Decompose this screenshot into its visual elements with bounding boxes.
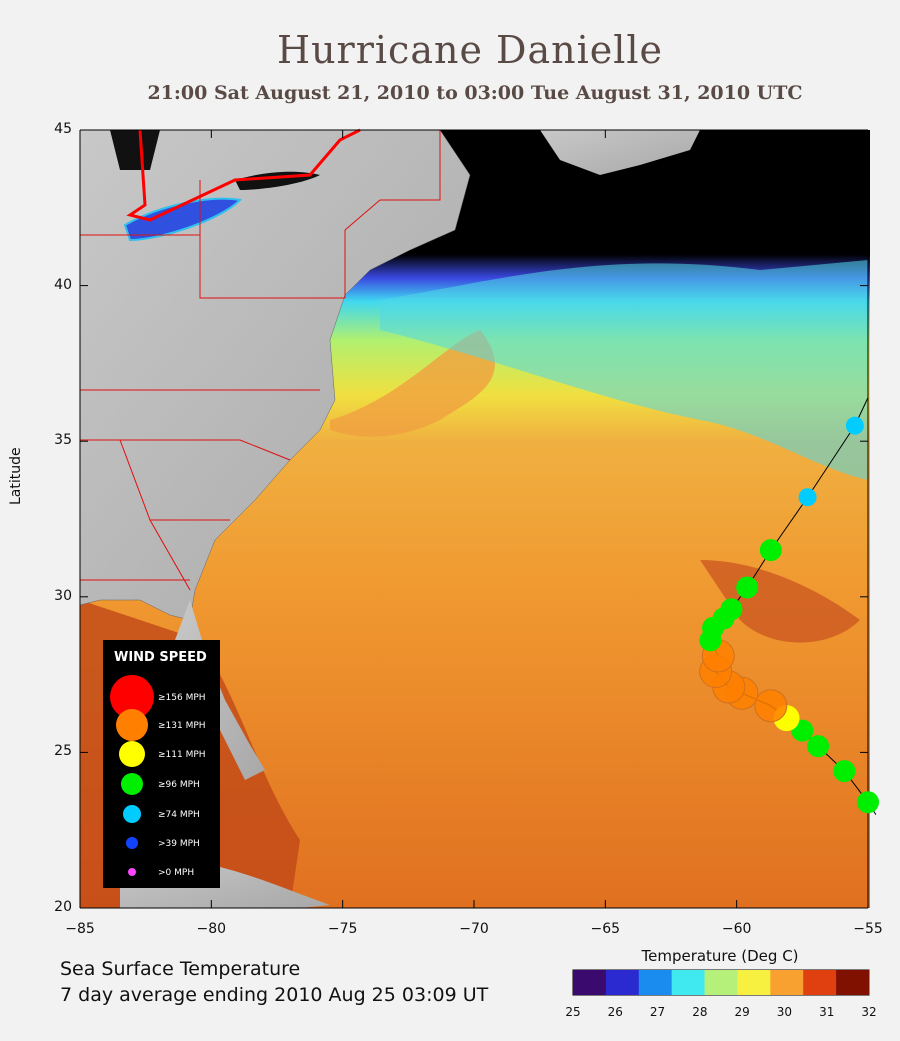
lon-tick-label: −80 bbox=[196, 921, 227, 937]
track-points bbox=[699, 416, 879, 814]
lat-tick-label: 35 bbox=[54, 432, 72, 449]
map-title: Hurricane Danielle bbox=[276, 28, 664, 72]
legend-swatch bbox=[128, 868, 136, 876]
track-point bbox=[833, 760, 856, 783]
colorbar-tick-label: 25 bbox=[565, 1005, 581, 1019]
legend-swatch bbox=[119, 741, 145, 767]
colorbar-title: Temperature (Deg C) bbox=[641, 947, 799, 965]
colorbar-tick-label: 31 bbox=[819, 1005, 835, 1019]
us-canada-border bbox=[126, 128, 361, 222]
track-point bbox=[807, 735, 830, 758]
legend-swatch bbox=[110, 675, 154, 719]
colorbar-cell bbox=[605, 970, 640, 995]
cool-band bbox=[380, 260, 868, 480]
colorbar-cell bbox=[836, 970, 870, 995]
caption-line1: Sea Surface Temperature bbox=[60, 958, 301, 980]
land-north-america bbox=[79, 129, 471, 621]
legend-label: ≥131 MPH bbox=[158, 721, 206, 731]
lat-tick-label: 30 bbox=[54, 587, 72, 604]
legend-label: ≥74 MPH bbox=[158, 810, 200, 820]
legend-label: >0 MPH bbox=[158, 868, 194, 878]
legend-label: ≥96 MPH bbox=[158, 780, 200, 790]
legend-swatch bbox=[123, 805, 141, 823]
track-point bbox=[736, 576, 759, 599]
colorbar-cell bbox=[737, 970, 771, 995]
legend-swatch bbox=[121, 773, 143, 795]
legend-title: WIND SPEED bbox=[114, 650, 207, 665]
wind-speed-legend: WIND SPEED ≥156 MPH ≥131 MPH ≥111 MPH ≥96 M… bbox=[103, 640, 220, 888]
track-point bbox=[720, 598, 743, 621]
land-nova-scotia bbox=[540, 130, 700, 175]
legend-label: ≥156 MPH bbox=[158, 693, 206, 703]
colorbar-cell bbox=[770, 970, 804, 995]
tick-marks bbox=[79, 129, 869, 909]
y-axis-label: Latitude bbox=[8, 447, 24, 505]
lon-tick-label: −60 bbox=[721, 921, 752, 937]
legend-swatch bbox=[126, 837, 138, 849]
track-point bbox=[798, 488, 817, 507]
track-point bbox=[857, 791, 879, 814]
track-point bbox=[754, 689, 788, 723]
colorbar-cell bbox=[638, 970, 673, 995]
caption-line2: 7 day average ending 2010 Aug 25 03:09 U… bbox=[60, 984, 489, 1006]
legend-swatch bbox=[116, 709, 148, 741]
lat-tick-label: 45 bbox=[54, 121, 72, 137]
colorbar-tick-label: 30 bbox=[776, 1005, 793, 1019]
colorbar-cell bbox=[704, 970, 738, 995]
lon-tick-label: −65 bbox=[590, 921, 621, 937]
gulf-stream bbox=[330, 330, 495, 437]
lon-tick-label: −55 bbox=[853, 921, 883, 937]
colorbar-cell bbox=[671, 970, 706, 995]
colorbar-tick-label: 26 bbox=[607, 1005, 623, 1019]
map-subtitle: 21:00 Sat August 21, 2010 to 03:00 Tue A… bbox=[147, 82, 803, 104]
lake-erie bbox=[123, 197, 243, 242]
track-point bbox=[759, 539, 782, 562]
colorbar-tick-label: 29 bbox=[734, 1005, 750, 1019]
colorbar-tick-label: 27 bbox=[649, 1005, 666, 1019]
colorbar-cell bbox=[573, 970, 607, 995]
colorbar-cell bbox=[803, 970, 837, 995]
colorbar-tick-label: 32 bbox=[861, 1005, 877, 1019]
legend-label: >39 MPH bbox=[158, 839, 200, 849]
lon-tick-label: −70 bbox=[459, 921, 489, 937]
lat-tick-label: 25 bbox=[54, 743, 72, 760]
legend-label: ≥111 MPH bbox=[158, 750, 206, 760]
lon-tick-label: −85 bbox=[65, 921, 95, 937]
lat-tick-label: 20 bbox=[54, 899, 72, 915]
track-point bbox=[845, 416, 864, 435]
colorbar-tick-label: 28 bbox=[692, 1005, 708, 1019]
lon-tick-label: −75 bbox=[327, 921, 358, 937]
state-borders bbox=[80, 130, 441, 591]
colorbar bbox=[572, 969, 870, 996]
lake-huron bbox=[110, 130, 160, 170]
lat-tick-label: 40 bbox=[54, 276, 72, 293]
